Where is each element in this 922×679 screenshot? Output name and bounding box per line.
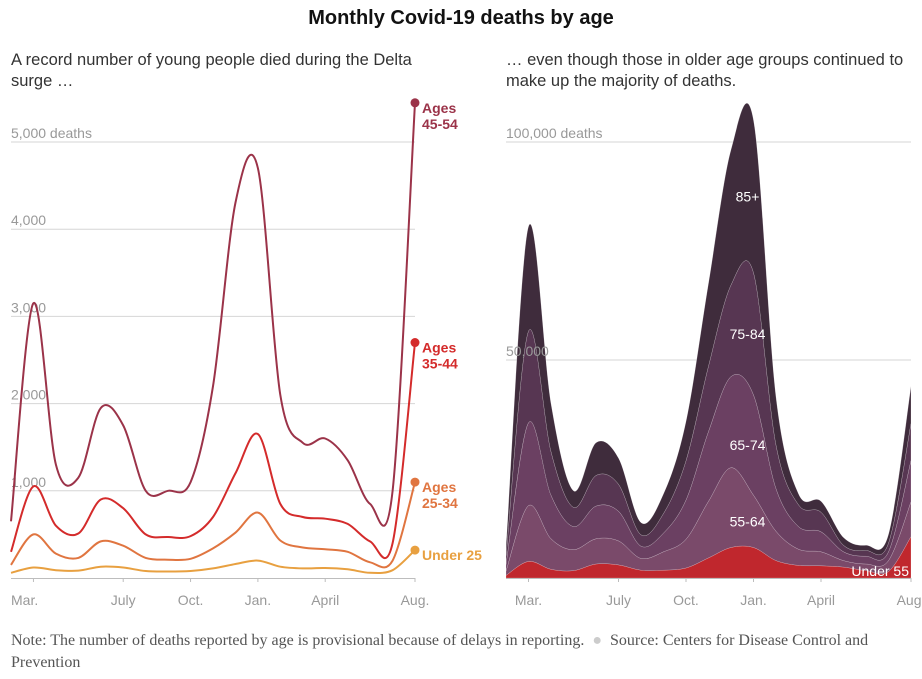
left-chart-subtitle: A record number of young people died dur…	[11, 51, 412, 90]
x-tick-label-left-mar: Mar.	[11, 592, 38, 608]
series-label-ages-35-44-1: 35-44	[422, 356, 458, 372]
y-tick-label-left-4000: 4,000	[11, 212, 46, 228]
area-band-85	[505, 103, 912, 556]
y-tick-label-left-1000: 1,000	[11, 474, 46, 490]
right-chart-subtitle: … even though those in older age groups …	[506, 51, 904, 90]
series-label-ages-35-44-0: Ages	[422, 340, 456, 356]
series-line-ages-45-54	[10, 102, 416, 527]
x-tick-label-right-mar: Mar.	[515, 592, 542, 608]
area-label-65-74: 65-74	[730, 437, 766, 453]
series-label-ages-25-34-1: 25-34	[422, 495, 458, 511]
y-tick-label-left-5000: 5,000 deaths	[11, 125, 92, 141]
series-line-ages-35-44	[10, 342, 416, 560]
x-tick-label-left-july: July	[111, 592, 136, 608]
series-label-ages-45-54-1: 45-54	[422, 116, 458, 132]
x-tick-label-left-jan: Jan.	[245, 592, 271, 608]
note-text: Note: The number of deaths reported by a…	[11, 632, 585, 649]
area-label-75-84: 75-84	[730, 326, 766, 342]
x-tick-label-right-july: July	[606, 592, 631, 608]
series-end-point-ages-45-54	[410, 98, 420, 108]
series-end-point-under-25	[410, 545, 420, 555]
y-tick-label-left-2000: 2,000	[11, 387, 46, 403]
source-text: Source: Centers for Disease Control and …	[11, 632, 869, 671]
area-label-55-64: 55-64	[730, 513, 766, 529]
footnote: Note: The number of deaths reported by a…	[11, 630, 911, 674]
separator-dot: ●	[592, 632, 602, 649]
x-tick-label-left-oct: Oct.	[178, 592, 204, 608]
x-tick-label-right-aug: Aug.	[897, 592, 922, 608]
series-line-under-25	[10, 549, 416, 574]
x-tick-label-left-april: April	[311, 592, 339, 608]
x-tick-label-left-aug: Aug.	[401, 592, 430, 608]
y-tick-label-right-100000: 100,000 deaths	[506, 125, 603, 141]
x-tick-label-right-april: April	[807, 592, 835, 608]
series-end-point-ages-35-44	[410, 338, 420, 348]
x-tick-label-right-oct: Oct.	[673, 592, 699, 608]
series-label-under-25-0: Under 25	[422, 547, 482, 563]
series-line-ages-25-34	[10, 481, 416, 569]
series-end-point-ages-25-34	[410, 477, 420, 487]
chart-title: Monthly Covid-19 deaths by age	[308, 7, 614, 29]
y-tick-label-right-50000: 50,000	[506, 343, 549, 359]
area-label-85: 85+	[736, 189, 760, 205]
series-label-ages-25-34-0: Ages	[422, 479, 456, 495]
area-label-under-55: Under 55	[851, 563, 909, 579]
series-label-ages-45-54-0: Ages	[422, 100, 456, 116]
x-tick-label-right-jan: Jan.	[740, 592, 766, 608]
